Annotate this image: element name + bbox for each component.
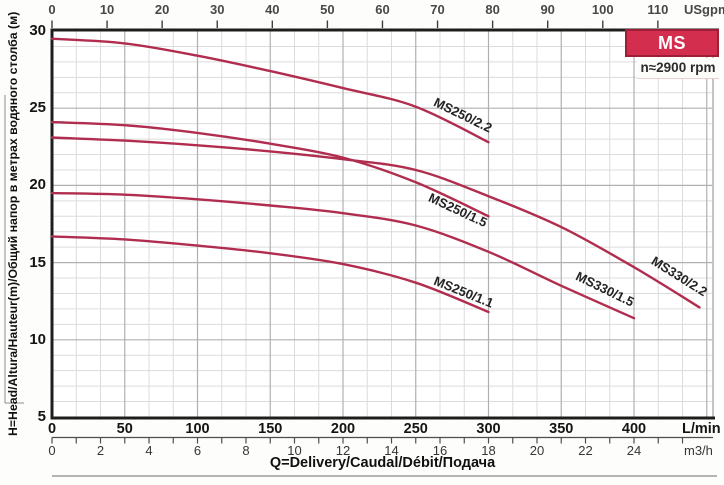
top-axis-tick-label: 10 bbox=[99, 2, 115, 17]
m3h-axis-unit: m3/h bbox=[684, 443, 713, 458]
series-family-badge: MS bbox=[625, 29, 719, 57]
lmin-axis-tick-label: 400 bbox=[621, 421, 647, 437]
top-axis-unit: USgpm bbox=[684, 2, 724, 17]
lmin-axis-tick-label: 350 bbox=[549, 421, 574, 437]
pump-curve-ms250-2-2 bbox=[50, 37, 490, 144]
top-axis-tick-label: 40 bbox=[265, 2, 280, 17]
pump-curve-ms330-1-5 bbox=[50, 191, 636, 320]
top-axis-tick-label: 110 bbox=[647, 2, 669, 17]
m3h-axis-tick-label: 20 bbox=[529, 443, 545, 458]
top-axis-tick-label: 100 bbox=[591, 2, 614, 17]
top-axis-tick-label: 20 bbox=[154, 2, 170, 17]
m3h-axis-tick-label: 22 bbox=[578, 443, 593, 458]
m3h-axis-tick-label: 8 bbox=[242, 443, 250, 458]
lmin-axis-tick-label: 250 bbox=[403, 421, 428, 437]
y-axis-tick-label: 20 bbox=[29, 176, 46, 194]
m3h-axis-tick-label: 10 bbox=[287, 443, 302, 458]
y-axis-tick-label: 10 bbox=[29, 330, 46, 348]
lmin-axis-tick-label: 200 bbox=[330, 421, 356, 437]
y-axis-tick-label: 5 bbox=[37, 408, 46, 425]
lmin-axis-tick-label: 50 bbox=[116, 421, 133, 437]
pump-curve-ms250-1-1 bbox=[50, 235, 490, 314]
y-axis-tick-label: 15 bbox=[29, 253, 46, 271]
m3h-axis-tick-label: 16 bbox=[432, 443, 448, 458]
m3h-axis-tick-label: 24 bbox=[626, 443, 642, 458]
plot-background bbox=[52, 30, 713, 418]
top-axis-tick-label: 70 bbox=[430, 2, 445, 17]
top-axis-tick-label: 60 bbox=[375, 2, 390, 17]
m3h-axis-tick-label: 12 bbox=[335, 443, 351, 458]
rpm-label: n≈2900 rpm bbox=[637, 58, 719, 79]
lmin-axis-tick-label: 300 bbox=[476, 421, 501, 437]
top-axis-tick-label: 0 bbox=[48, 2, 56, 17]
m3h-axis-tick-label: 4 bbox=[145, 443, 153, 458]
top-axis-tick-label: 30 bbox=[209, 2, 225, 17]
pump-curve-ms330-2-2 bbox=[50, 136, 701, 309]
m3h-axis-tick-label: 0 bbox=[48, 443, 56, 458]
lmin-axis-unit: L/min bbox=[682, 421, 721, 437]
top-axis-tick-label: 90 bbox=[540, 2, 555, 17]
x-axis-title: Q=Delivery/Caudal/Débit/Подача bbox=[269, 455, 496, 471]
m3h-axis-tick-label: 18 bbox=[481, 443, 496, 458]
m3h-axis-tick-label: 14 bbox=[384, 443, 399, 458]
m3h-axis-tick-label: 6 bbox=[193, 443, 202, 458]
lmin-axis-tick-label: 150 bbox=[258, 421, 283, 437]
top-axis-tick-label: 50 bbox=[320, 2, 335, 17]
y-axis-tick-label: 30 bbox=[29, 22, 46, 39]
lmin-axis-tick-label: 0 bbox=[47, 421, 57, 437]
m3h-axis-tick-label: 2 bbox=[96, 443, 105, 458]
pump-curve-ms250-1-5 bbox=[50, 120, 490, 218]
y-axis-tick-label: 25 bbox=[29, 99, 46, 117]
top-axis-tick-label: 80 bbox=[485, 2, 500, 17]
lmin-axis-tick-label: 100 bbox=[185, 421, 210, 437]
y-axis-title: H=Head/Altura/Hauteur(m)/Общий напор в м… bbox=[6, 11, 20, 436]
